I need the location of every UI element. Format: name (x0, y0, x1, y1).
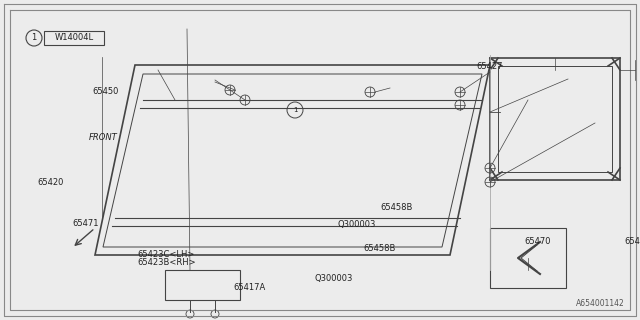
Text: 65427: 65427 (476, 62, 503, 71)
Text: 1: 1 (292, 107, 297, 113)
Text: 65458B: 65458B (364, 244, 396, 253)
Text: 65423B<RH>: 65423B<RH> (138, 258, 196, 267)
Text: A654001142: A654001142 (576, 299, 625, 308)
Text: 65417A: 65417A (234, 284, 266, 292)
Text: 65410: 65410 (624, 237, 640, 246)
Text: Q300003: Q300003 (338, 220, 376, 228)
Text: FRONT: FRONT (88, 133, 117, 142)
Text: 1: 1 (31, 34, 36, 43)
Text: W14004L: W14004L (54, 34, 93, 43)
Text: 65423C<LH>: 65423C<LH> (138, 250, 195, 259)
Text: 65471: 65471 (73, 220, 99, 228)
Text: 65458B: 65458B (381, 203, 413, 212)
Text: 65450: 65450 (92, 87, 118, 96)
Text: 65420: 65420 (38, 178, 64, 187)
Bar (490, 228, 566, 288)
Text: 65470: 65470 (524, 237, 550, 246)
Bar (44, 31, 104, 45)
Text: Q300003: Q300003 (315, 274, 353, 283)
